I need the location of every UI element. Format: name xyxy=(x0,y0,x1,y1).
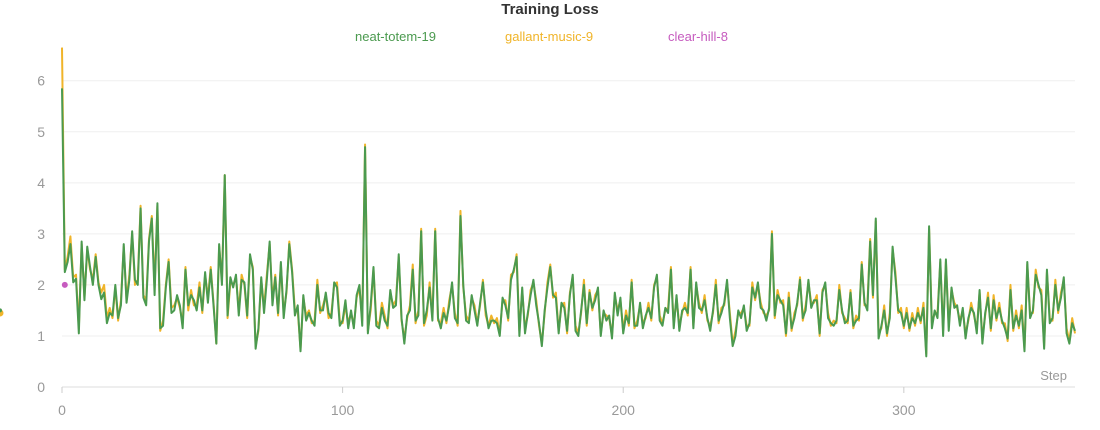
y-tick-label: 6 xyxy=(37,73,45,89)
y-tick-label: 2 xyxy=(37,277,45,293)
series-line-neat-totem-19 xyxy=(61,88,1076,358)
y-tick-label: 1 xyxy=(37,328,45,344)
x-tick-label: 300 xyxy=(892,402,916,418)
x-tick-label: 100 xyxy=(331,402,355,418)
y-axis-ticks: 0 1 2 3 4 5 6 xyxy=(37,73,45,395)
grid-lines xyxy=(62,80,1075,337)
x-axis: 0 100 200 300 xyxy=(58,386,1075,418)
x-tick-label: 200 xyxy=(612,402,636,418)
series-lines xyxy=(0,47,1076,358)
y-tick-label: 5 xyxy=(37,124,45,140)
x-tick-label: 0 xyxy=(58,402,66,418)
y-tick-label: 3 xyxy=(37,226,45,242)
series-point-clear-hill-8 xyxy=(61,281,68,288)
legend-item-clear-hill-8[interactable]: clear-hill-8 xyxy=(668,29,728,44)
legend-item-neat-totem-19[interactable]: neat-totem-19 xyxy=(355,29,436,44)
legend-item-gallant-music-9[interactable]: gallant-music-9 xyxy=(505,29,594,44)
chart-title: Training Loss xyxy=(501,1,599,18)
y-tick-label: 4 xyxy=(37,175,45,191)
y-tick-label: 0 xyxy=(37,379,45,395)
series-end-point-neat-totem-19 xyxy=(0,308,2,313)
x-axis-label: Step xyxy=(1040,368,1067,383)
